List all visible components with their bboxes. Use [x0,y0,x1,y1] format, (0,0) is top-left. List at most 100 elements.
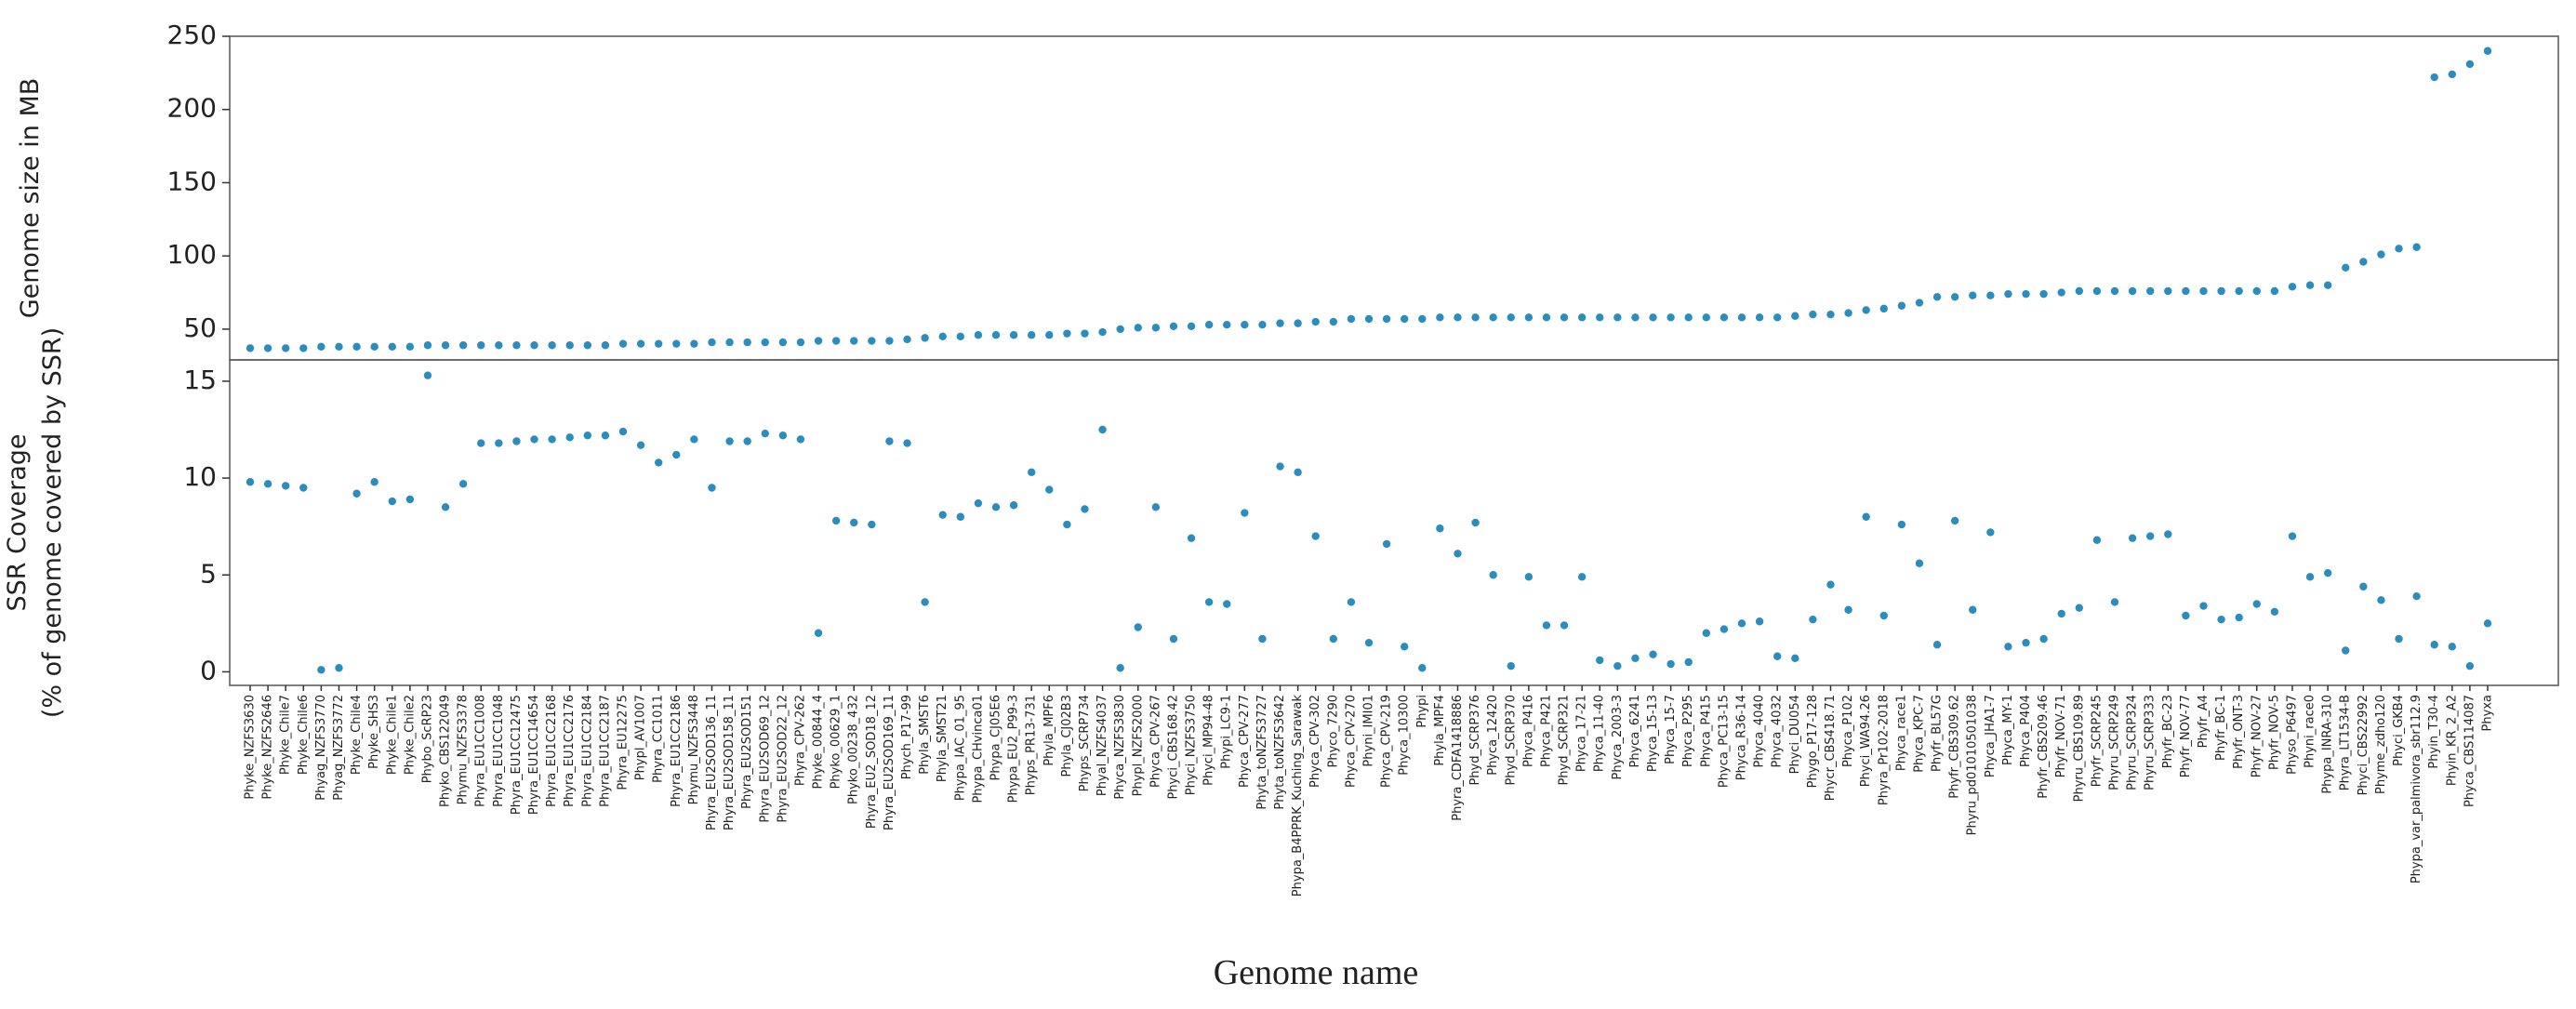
point [1471,518,1480,527]
x-tick-label: Phyci_MP94-48 [1202,695,1216,786]
point [1063,520,1071,529]
point [1666,659,1675,669]
x-tick-label: Phych_P17-99 [900,695,914,779]
x-tick-label: Phyke_SHS3 [367,695,381,769]
point [2022,289,2030,299]
point [1507,661,1515,670]
point [2128,286,2137,296]
point [1649,650,1657,658]
x-tick-label: Phyca_P295 [1681,695,1695,767]
x-tick-label: Phyca_2003-3 [1611,695,1625,779]
point [2412,591,2421,601]
point [2342,263,2350,272]
x-tick-label: Phyca_4040 [1753,695,1767,767]
x-tick-label: Phybo_ScRP23 [420,695,434,783]
x-tick-label: Phyca_15-7 [1664,695,1678,764]
x-tick-label: Phyke_Chile7 [279,695,293,775]
point [1489,313,1497,322]
point [654,458,663,467]
x-tick-label: Phyca_P404 [2019,695,2033,767]
x-tick-label: Phyra_EU1CC2184 [580,695,594,807]
point [2004,643,2012,651]
point [548,341,556,350]
point [2110,286,2119,296]
point [1187,534,1196,542]
point [441,503,450,511]
x-tick-label: Phyra_CC1011 [652,695,666,783]
point [2252,286,2261,296]
point [548,435,556,444]
point [761,338,769,347]
point [246,478,255,486]
point [1329,634,1338,644]
point [1542,621,1551,630]
point [370,478,378,486]
point [2465,661,2475,670]
x-tick-label: Phygo_P17-128 [1806,695,1820,788]
x-tick-label: Phyra_EU1CC1008 [474,695,488,807]
y-axis-label: Genome size in MB [16,78,45,319]
x-tick-label: Physo_P6497 [2285,695,2299,775]
point [1737,313,1746,322]
point [601,431,610,440]
point [618,339,628,348]
x-tick-label: Phyke_Chile6 [297,695,311,775]
point [1009,331,1018,339]
point [512,341,521,350]
point [2395,634,2403,644]
point [1276,462,1284,471]
x-tick-label: Phyla_SMST6 [918,695,932,775]
y-tick-label: 0 [200,655,217,685]
point [1844,605,1852,614]
point [1755,617,1764,626]
point [388,497,396,506]
point [1613,661,1622,670]
x-tick-label: Phyra_EU1CC12475 [510,695,524,815]
point [1577,573,1587,581]
point [299,484,308,492]
point [672,450,681,459]
x-tick-label: Phypi [1415,695,1429,728]
point [1826,580,1835,589]
x-tick-label: Phyfr_A4 [2197,695,2211,748]
point [903,335,911,344]
point [1382,314,1391,324]
x-tick-label: Phyci_CBS168.42 [1166,695,1180,800]
x-tick-label: Phyca_P421 [1539,695,1553,767]
point [1773,652,1782,660]
point [1577,313,1587,322]
point [1596,656,1604,665]
y-tick-label: 50 [183,312,217,343]
x-tick-label: Phyke_NZFS3630 [244,695,258,800]
point [1755,313,1764,322]
point [352,489,361,498]
point [814,337,823,345]
x-tick-label: Phyra_CPV-262 [793,695,807,786]
point [1081,505,1089,513]
x-tick-label: Phyra_EU2SOD158_11 [723,695,737,830]
x-tick-label: Phyke_Chile2 [403,695,417,775]
point [1702,629,1711,637]
point [618,427,628,436]
point [1702,313,1711,322]
point [903,439,911,447]
point [1809,615,1817,624]
point [2448,643,2457,651]
x-tick-label: Phypi_LC9-1 [1220,695,1234,769]
point [1151,324,1161,332]
x-tick-label: Phyps_SCRP734 [1078,695,1092,791]
point [583,431,592,440]
point [761,429,769,438]
point [1436,313,1444,322]
x-tick-label: Phyd_SCRP370 [1504,695,1518,786]
point [1294,319,1302,327]
point [477,341,485,350]
point [2270,286,2279,296]
point [1524,573,1534,581]
x-tick-label: Phyca_R36-14 [1735,695,1749,780]
x-tick-label: Phymu_NZFS3448 [687,695,701,804]
point [2377,596,2385,604]
plot-frame [229,35,2559,361]
x-tick-label: Phypa_var_palmivora_sbr112.9 [2410,695,2423,883]
point [636,339,645,348]
